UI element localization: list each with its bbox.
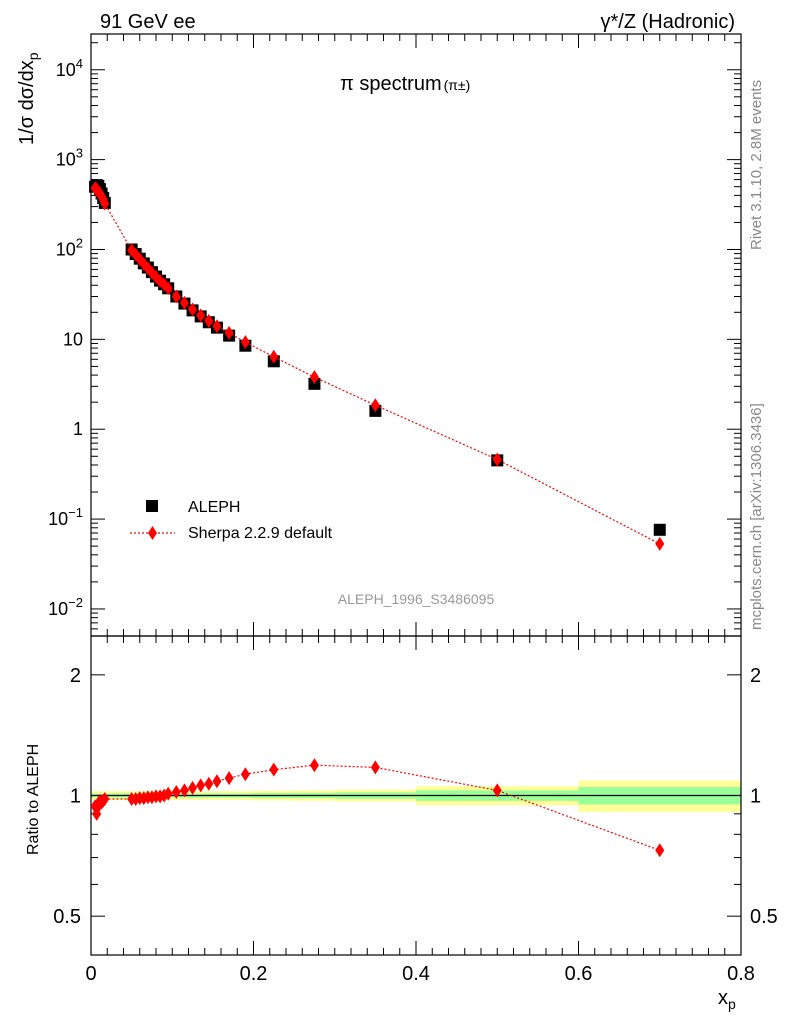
ratio-sherpa-point	[240, 767, 250, 782]
ratio-sherpa-point	[171, 785, 181, 800]
ratio-sherpa-point	[196, 778, 206, 793]
sherpa-point	[224, 325, 234, 340]
analysis-watermark: ALEPH_1996_S3486095	[338, 591, 495, 607]
ratio-sherpa-point	[100, 792, 110, 807]
ratio-y-tick-label-right: 1	[750, 786, 761, 808]
main-y-tick-label: 102	[56, 235, 83, 259]
sherpa-point	[370, 398, 380, 413]
main-y-tick-label: 10−2	[48, 595, 83, 619]
ratio-sherpa-point	[163, 786, 173, 801]
sherpa-point	[100, 196, 110, 211]
ratio-y-tick-label-right: 0.5	[750, 906, 778, 928]
sherpa-point	[240, 335, 250, 350]
x-tick-label: 0.2	[240, 963, 268, 985]
x-tick-label: 0.8	[727, 963, 755, 985]
main-panel-axes: 10−2 10−1 1 10 102 103 104	[48, 33, 742, 637]
x-tick-label: 0.6	[565, 963, 593, 985]
ratio-y-axis-label: Ratio to ALEPH	[25, 744, 42, 855]
sherpa-point	[131, 247, 141, 262]
x-tick-label: 0.4	[402, 963, 430, 985]
x-axis-label: xp	[718, 987, 736, 1012]
main-panel-series	[89, 179, 666, 551]
ratio-y-tick-label: 0.5	[53, 906, 81, 928]
legend-marker-sherpa	[148, 526, 157, 540]
sherpa-point	[188, 302, 198, 317]
sherpa-point	[179, 295, 189, 310]
sherpa-line	[94, 187, 660, 545]
chart-title-main: π spectrum	[340, 73, 442, 95]
ratio-panel-series	[90, 758, 665, 858]
legend-label-sherpa: Sherpa 2.2.9 default	[188, 525, 333, 542]
sherpa-point	[204, 314, 214, 329]
legend: ALEPH Sherpa 2.2.9 default	[130, 499, 333, 542]
main-y-axis-label-main: 1/σ dσ/dx	[16, 60, 38, 145]
sherpa-point	[655, 536, 665, 551]
ratio-sherpa-point	[655, 843, 665, 858]
ratio-sherpa-point	[204, 776, 214, 791]
sherpa-point	[269, 349, 279, 364]
ratio-y-tick-label: 1	[70, 786, 81, 808]
ratio-sherpa-point	[179, 783, 189, 798]
ratio-y-tick-label-right: 2	[750, 665, 761, 687]
sherpa-point	[171, 289, 181, 304]
chart-title-sub: (π±)	[444, 77, 471, 93]
header-right-label: γ*/Z (Hadronic)	[601, 11, 735, 33]
main-y-axis-label: 1/σ dσ/dxp	[16, 52, 41, 145]
legend-label-aleph: ALEPH	[188, 499, 240, 516]
x-axis-label-main: x	[718, 987, 728, 1009]
ratio-sherpa-point	[492, 783, 502, 798]
x-axis-label-sub: p	[728, 996, 736, 1012]
ratio-sherpa-point	[309, 758, 319, 773]
main-y-axis-label-sub: p	[25, 52, 41, 60]
main-y-tick-label: 1	[73, 419, 83, 439]
header-left-label: 91 GeV ee	[100, 11, 196, 33]
sherpa-point	[163, 281, 173, 296]
sherpa-point	[212, 319, 222, 334]
ratio-panel-axes: 0.5 0.5 1 1 2 2 0 0.2 0.4 0.6 0.8	[53, 635, 778, 985]
sherpa-point	[196, 308, 206, 323]
side-label-top: Rivet 3.1.10, 2.8M events	[748, 80, 765, 250]
side-label-bottom: mcplots.cern.ch [arXiv:1306.3436]	[748, 403, 765, 630]
main-y-tick-label: 10−1	[48, 505, 83, 529]
ratio-sherpa-point	[269, 762, 279, 777]
ratio-sherpa-line	[94, 764, 660, 851]
ratio-sherpa-point	[370, 760, 380, 775]
main-y-tick-label: 103	[56, 146, 83, 170]
ratio-y-tick-label: 2	[70, 665, 81, 687]
sherpa-point	[309, 370, 319, 385]
ratio-sherpa-point	[212, 774, 222, 789]
ratio-sherpa-point	[224, 771, 234, 786]
legend-marker-aleph	[146, 500, 158, 512]
aleph-point	[653, 523, 666, 536]
main-y-tick-label: 10	[63, 329, 83, 349]
main-panel-frame	[90, 33, 742, 637]
x-tick-label: 0	[85, 963, 96, 985]
ratio-uncertainty-bands	[91, 780, 741, 812]
chart-title: π spectrum (π±)	[340, 73, 470, 95]
sherpa-point	[492, 452, 502, 467]
main-y-tick-label: 104	[56, 56, 83, 80]
ratio-sherpa-point	[188, 780, 198, 795]
